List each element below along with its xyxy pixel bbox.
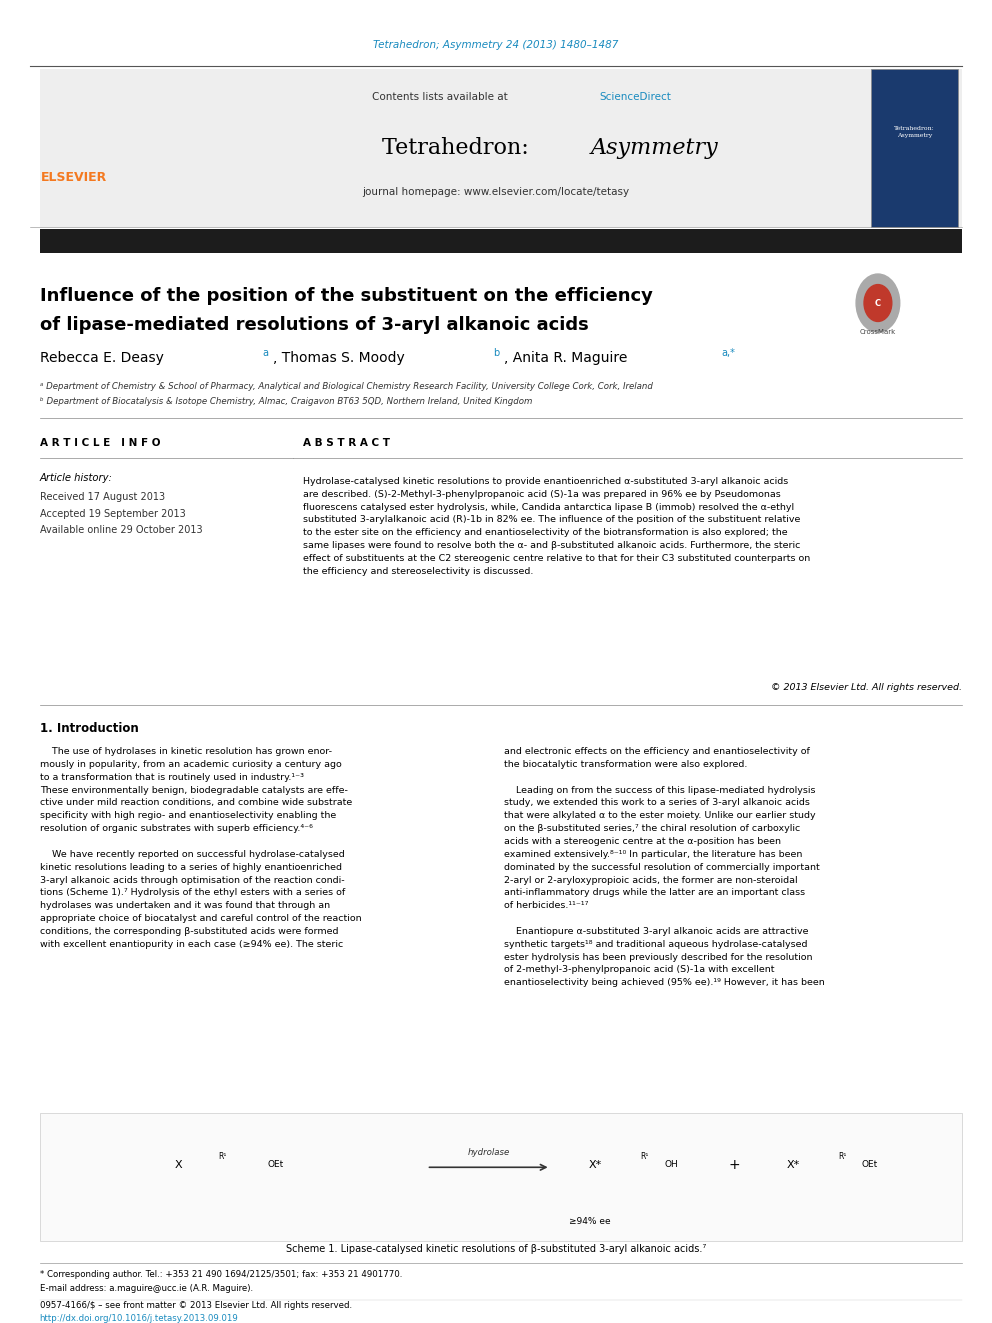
- Text: ELSEVIER: ELSEVIER: [42, 172, 107, 184]
- Text: Tetrahedron:
Asymmetry: Tetrahedron: Asymmetry: [894, 126, 935, 138]
- Text: © 2013 Elsevier Ltd. All rights reserved.: © 2013 Elsevier Ltd. All rights reserved…: [771, 683, 962, 692]
- Circle shape: [856, 274, 900, 332]
- Text: OEt: OEt: [861, 1160, 877, 1170]
- Text: OEt: OEt: [268, 1160, 284, 1170]
- Text: Contents lists available at: Contents lists available at: [372, 93, 511, 102]
- Text: Influence of the position of the substituent on the efficiency: Influence of the position of the substit…: [40, 287, 653, 306]
- Text: OH: OH: [665, 1160, 679, 1170]
- Text: * Corresponding author. Tel.: +353 21 490 1694/2125/3501; fax: +353 21 4901770.: * Corresponding author. Tel.: +353 21 49…: [40, 1270, 402, 1278]
- Text: E-mail address: a.maguire@ucc.ie (A.R. Maguire).: E-mail address: a.maguire@ucc.ie (A.R. M…: [40, 1285, 253, 1293]
- FancyBboxPatch shape: [40, 69, 962, 226]
- Text: R¹: R¹: [640, 1152, 648, 1162]
- Text: X*: X*: [588, 1160, 602, 1170]
- Text: b: b: [493, 348, 499, 359]
- Text: Received 17 August 2013: Received 17 August 2013: [40, 492, 165, 501]
- Text: journal homepage: www.elsevier.com/locate/tetasy: journal homepage: www.elsevier.com/locat…: [362, 188, 630, 197]
- Text: The use of hydrolases in kinetic resolution has grown enor-
mously in popularity: The use of hydrolases in kinetic resolut…: [40, 747, 361, 949]
- Text: and electronic effects on the efficiency and enantioselectivity of
the biocataly: and electronic effects on the efficiency…: [504, 747, 824, 987]
- Text: Hydrolase-catalysed kinetic resolutions to provide enantioenriched α-substituted: Hydrolase-catalysed kinetic resolutions …: [303, 476, 809, 576]
- Text: Rebecca E. Deasy: Rebecca E. Deasy: [40, 352, 164, 365]
- Text: Available online 29 October 2013: Available online 29 October 2013: [40, 525, 202, 534]
- Text: http://dx.doi.org/10.1016/j.tetasy.2013.09.019: http://dx.doi.org/10.1016/j.tetasy.2013.…: [40, 1314, 238, 1323]
- Text: +: +: [728, 1158, 740, 1172]
- Text: Tetrahedron:: Tetrahedron:: [382, 136, 536, 159]
- Text: A R T I C L E   I N F O: A R T I C L E I N F O: [40, 438, 160, 447]
- Text: ᵃ Department of Chemistry & School of Pharmacy, Analytical and Biological Chemis: ᵃ Department of Chemistry & School of Ph…: [40, 381, 653, 390]
- FancyBboxPatch shape: [40, 1113, 962, 1241]
- Circle shape: [864, 284, 892, 321]
- Text: R¹: R¹: [838, 1152, 846, 1162]
- Text: C: C: [875, 299, 881, 307]
- Text: , Anita R. Maguire: , Anita R. Maguire: [504, 352, 627, 365]
- FancyBboxPatch shape: [871, 69, 958, 226]
- Text: Accepted 19 September 2013: Accepted 19 September 2013: [40, 509, 186, 519]
- Text: hydrolase: hydrolase: [468, 1148, 510, 1158]
- Text: Scheme 1. Lipase-catalysed kinetic resolutions of β-substituted 3-aryl alkanoic : Scheme 1. Lipase-catalysed kinetic resol…: [286, 1244, 706, 1254]
- Text: a: a: [262, 348, 268, 359]
- Text: ᵇ Department of Biocatalysis & Isotope Chemistry, Almac, Craigavon BT63 5QD, Nor: ᵇ Department of Biocatalysis & Isotope C…: [40, 397, 532, 406]
- Text: 0957-4166/$ – see front matter © 2013 Elsevier Ltd. All rights reserved.: 0957-4166/$ – see front matter © 2013 El…: [40, 1301, 352, 1310]
- Text: CrossMark: CrossMark: [860, 329, 896, 335]
- Text: R¹: R¹: [218, 1152, 226, 1162]
- Text: of lipase-mediated resolutions of 3-aryl alkanoic acids: of lipase-mediated resolutions of 3-aryl…: [40, 316, 588, 335]
- Text: ScienceDirect: ScienceDirect: [599, 93, 671, 102]
- Text: Article history:: Article history:: [40, 474, 112, 483]
- Text: 1. Introduction: 1. Introduction: [40, 722, 139, 736]
- Text: a,*: a,*: [721, 348, 735, 359]
- Text: Tetrahedron; Asymmetry 24 (2013) 1480–1487: Tetrahedron; Asymmetry 24 (2013) 1480–14…: [373, 40, 619, 50]
- Text: ≥94% ee: ≥94% ee: [569, 1217, 611, 1226]
- Text: Asymmetry: Asymmetry: [590, 136, 718, 159]
- Text: , Thomas S. Moody: , Thomas S. Moody: [273, 352, 405, 365]
- Text: X: X: [175, 1160, 183, 1170]
- FancyBboxPatch shape: [40, 229, 962, 253]
- Text: A B S T R A C T: A B S T R A C T: [303, 438, 390, 447]
- Text: X*: X*: [787, 1160, 801, 1170]
